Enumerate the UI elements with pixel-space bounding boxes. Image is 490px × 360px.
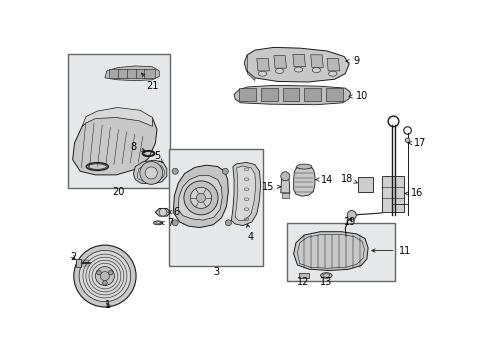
Polygon shape <box>311 55 323 67</box>
Bar <box>170 149 263 266</box>
Polygon shape <box>327 58 340 71</box>
Polygon shape <box>304 88 321 101</box>
Polygon shape <box>294 165 315 196</box>
Ellipse shape <box>258 71 267 76</box>
Text: 14: 14 <box>316 175 334 185</box>
Ellipse shape <box>156 222 160 224</box>
Circle shape <box>190 187 212 208</box>
Circle shape <box>74 245 136 307</box>
Polygon shape <box>173 165 228 228</box>
Text: 4: 4 <box>246 224 253 242</box>
Bar <box>358 177 372 192</box>
Polygon shape <box>82 108 152 126</box>
Circle shape <box>97 270 101 275</box>
Bar <box>68 54 170 188</box>
Polygon shape <box>105 66 159 81</box>
Polygon shape <box>136 69 147 78</box>
Circle shape <box>109 270 113 275</box>
Polygon shape <box>73 108 157 175</box>
Text: 8: 8 <box>130 142 145 152</box>
Circle shape <box>96 267 115 285</box>
Text: 15: 15 <box>262 182 281 192</box>
Text: 1: 1 <box>105 300 111 310</box>
Polygon shape <box>235 166 256 221</box>
Text: 11: 11 <box>372 246 411 256</box>
Polygon shape <box>137 164 165 182</box>
Ellipse shape <box>153 221 163 225</box>
Text: 17: 17 <box>408 138 426 148</box>
Ellipse shape <box>297 164 312 169</box>
Polygon shape <box>245 55 255 81</box>
Polygon shape <box>239 88 256 101</box>
Text: 10: 10 <box>349 91 368 102</box>
Polygon shape <box>155 208 171 216</box>
Text: 13: 13 <box>320 277 332 287</box>
Text: 21: 21 <box>142 73 159 91</box>
Bar <box>287 223 395 281</box>
Polygon shape <box>281 179 290 193</box>
Polygon shape <box>245 48 349 82</box>
Polygon shape <box>283 88 299 101</box>
Text: 9: 9 <box>346 56 359 66</box>
Text: 5: 5 <box>154 151 163 163</box>
Polygon shape <box>178 176 222 220</box>
Circle shape <box>196 193 206 202</box>
Polygon shape <box>109 69 120 78</box>
Polygon shape <box>234 85 351 105</box>
Polygon shape <box>133 160 167 184</box>
Polygon shape <box>298 273 309 278</box>
Text: 7: 7 <box>161 219 173 228</box>
Ellipse shape <box>312 68 320 73</box>
Ellipse shape <box>329 71 337 76</box>
Ellipse shape <box>294 67 303 72</box>
Polygon shape <box>261 88 277 101</box>
Circle shape <box>79 251 131 302</box>
Polygon shape <box>231 162 261 226</box>
Ellipse shape <box>323 274 330 277</box>
Circle shape <box>172 168 178 174</box>
Circle shape <box>172 220 178 226</box>
Circle shape <box>140 162 163 184</box>
Circle shape <box>100 271 109 280</box>
Text: 18: 18 <box>342 174 357 184</box>
Circle shape <box>281 172 290 181</box>
Text: 2: 2 <box>70 252 76 262</box>
Polygon shape <box>118 69 128 78</box>
Ellipse shape <box>275 68 284 73</box>
Polygon shape <box>144 69 155 78</box>
Text: 19: 19 <box>343 217 356 227</box>
Polygon shape <box>326 88 343 101</box>
Polygon shape <box>126 69 137 78</box>
Polygon shape <box>75 259 81 267</box>
Circle shape <box>222 168 228 174</box>
Bar <box>382 176 404 212</box>
Circle shape <box>184 181 218 215</box>
Circle shape <box>347 211 356 220</box>
Text: 16: 16 <box>405 188 423 198</box>
Circle shape <box>225 220 231 226</box>
Circle shape <box>102 280 107 285</box>
Text: 6: 6 <box>168 207 179 217</box>
Text: 20: 20 <box>112 186 124 197</box>
Circle shape <box>159 208 167 216</box>
Text: 3: 3 <box>213 267 219 277</box>
Polygon shape <box>274 56 287 68</box>
Text: 12: 12 <box>297 277 310 287</box>
Polygon shape <box>281 193 289 198</box>
Ellipse shape <box>320 273 332 278</box>
Circle shape <box>145 167 157 179</box>
Polygon shape <box>293 54 305 67</box>
Circle shape <box>405 138 410 143</box>
Polygon shape <box>257 58 270 71</box>
Polygon shape <box>294 232 368 270</box>
